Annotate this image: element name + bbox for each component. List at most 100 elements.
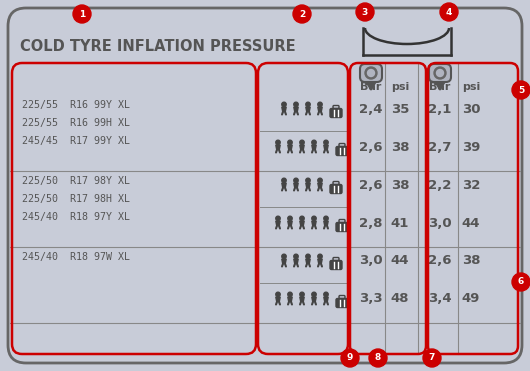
Circle shape <box>306 102 310 106</box>
Circle shape <box>341 349 359 367</box>
Polygon shape <box>318 259 322 263</box>
Text: 9: 9 <box>347 354 353 362</box>
Circle shape <box>367 69 375 76</box>
Circle shape <box>288 140 292 145</box>
Circle shape <box>512 81 530 99</box>
Text: 225/50  R17 98H XL: 225/50 R17 98H XL <box>22 194 130 204</box>
Circle shape <box>369 349 387 367</box>
Circle shape <box>300 140 304 145</box>
Circle shape <box>423 349 441 367</box>
Polygon shape <box>282 183 286 187</box>
Text: Bar: Bar <box>429 82 450 92</box>
Text: 38: 38 <box>391 178 409 191</box>
Polygon shape <box>306 107 310 111</box>
Circle shape <box>312 140 316 145</box>
Text: 4: 4 <box>446 7 452 16</box>
Text: 2,6: 2,6 <box>359 141 383 154</box>
Circle shape <box>318 178 322 183</box>
Polygon shape <box>366 82 376 90</box>
Circle shape <box>300 292 304 296</box>
Polygon shape <box>312 221 316 226</box>
Polygon shape <box>312 297 316 301</box>
Text: 245/40  R18 97W XL: 245/40 R18 97W XL <box>22 252 130 262</box>
Text: 245/45  R17 99Y XL: 245/45 R17 99Y XL <box>22 136 130 146</box>
Circle shape <box>324 140 328 145</box>
Circle shape <box>282 178 286 183</box>
Text: 245/40  R18 97Y XL: 245/40 R18 97Y XL <box>22 212 130 222</box>
Polygon shape <box>276 297 280 301</box>
Text: 6: 6 <box>518 278 524 286</box>
Text: Bar: Bar <box>360 82 382 92</box>
Circle shape <box>294 178 298 183</box>
Polygon shape <box>300 297 304 301</box>
Polygon shape <box>276 145 280 150</box>
Polygon shape <box>306 183 310 187</box>
Text: COLD TYRE INFLATION PRESSURE: COLD TYRE INFLATION PRESSURE <box>20 39 296 53</box>
Text: 49: 49 <box>462 292 480 305</box>
Text: 3,3: 3,3 <box>359 292 383 305</box>
Text: 44: 44 <box>391 255 409 267</box>
Polygon shape <box>288 297 292 301</box>
Circle shape <box>282 254 286 259</box>
Polygon shape <box>306 259 310 263</box>
Polygon shape <box>300 145 304 150</box>
Text: 2,7: 2,7 <box>428 141 452 154</box>
Text: 2,1: 2,1 <box>428 102 452 115</box>
FancyBboxPatch shape <box>330 260 342 269</box>
FancyBboxPatch shape <box>330 184 342 194</box>
FancyBboxPatch shape <box>336 147 348 155</box>
Circle shape <box>276 140 280 145</box>
Text: 225/50  R17 98Y XL: 225/50 R17 98Y XL <box>22 176 130 186</box>
Text: 35: 35 <box>391 102 409 115</box>
Circle shape <box>312 216 316 221</box>
FancyBboxPatch shape <box>336 223 348 232</box>
Circle shape <box>324 216 328 221</box>
Circle shape <box>324 292 328 296</box>
Circle shape <box>282 102 286 106</box>
Text: 3: 3 <box>362 7 368 16</box>
FancyBboxPatch shape <box>360 64 382 82</box>
Circle shape <box>434 67 446 79</box>
Polygon shape <box>318 107 322 111</box>
Polygon shape <box>324 221 328 226</box>
Circle shape <box>306 178 310 183</box>
Text: 41: 41 <box>391 217 409 230</box>
Circle shape <box>288 292 292 296</box>
Text: 44: 44 <box>462 217 480 230</box>
Polygon shape <box>435 82 445 90</box>
Text: 2: 2 <box>299 10 305 19</box>
Text: 2,6: 2,6 <box>428 255 452 267</box>
FancyBboxPatch shape <box>330 108 342 118</box>
FancyBboxPatch shape <box>429 64 451 82</box>
Polygon shape <box>312 145 316 150</box>
Text: 38: 38 <box>462 255 480 267</box>
Text: 225/55  R16 99H XL: 225/55 R16 99H XL <box>22 118 130 128</box>
Circle shape <box>440 3 458 21</box>
Text: 38: 38 <box>391 141 409 154</box>
Text: 30: 30 <box>462 102 480 115</box>
Text: 7: 7 <box>429 354 435 362</box>
Text: 48: 48 <box>391 292 409 305</box>
Circle shape <box>318 254 322 259</box>
Circle shape <box>294 102 298 106</box>
Circle shape <box>312 292 316 296</box>
Polygon shape <box>294 259 298 263</box>
Circle shape <box>288 216 292 221</box>
Text: 225/55  R16 99Y XL: 225/55 R16 99Y XL <box>22 100 130 110</box>
Text: 3,0: 3,0 <box>428 217 452 230</box>
Text: 2,6: 2,6 <box>359 178 383 191</box>
Text: 5: 5 <box>518 85 524 95</box>
Text: 2,8: 2,8 <box>359 217 383 230</box>
Text: 3,4: 3,4 <box>428 292 452 305</box>
Circle shape <box>276 216 280 221</box>
FancyBboxPatch shape <box>8 8 522 363</box>
Circle shape <box>306 254 310 259</box>
Circle shape <box>437 69 444 76</box>
Polygon shape <box>318 183 322 187</box>
Text: 2,2: 2,2 <box>428 178 452 191</box>
Circle shape <box>356 3 374 21</box>
Polygon shape <box>276 221 280 226</box>
Text: 39: 39 <box>462 141 480 154</box>
Polygon shape <box>282 259 286 263</box>
Polygon shape <box>288 145 292 150</box>
